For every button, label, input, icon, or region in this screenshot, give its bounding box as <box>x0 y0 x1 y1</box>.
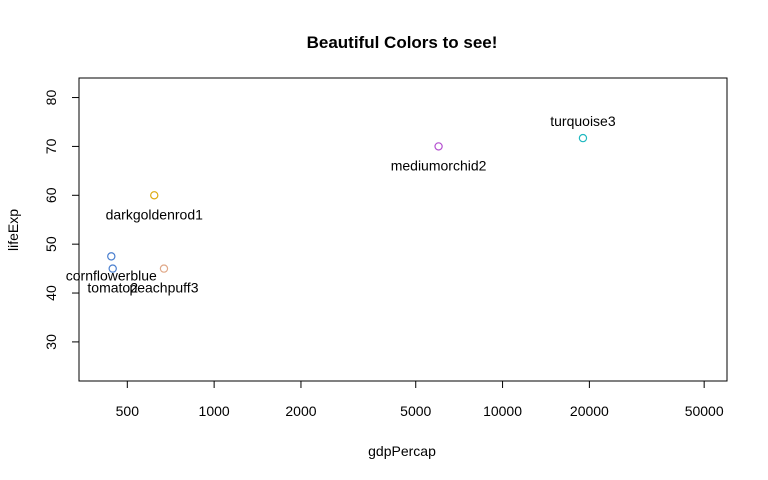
point-label: cornflowerblue <box>66 267 157 283</box>
y-tick-label: 70 <box>43 138 59 154</box>
x-tick-label: 2000 <box>285 403 316 419</box>
x-tick-label: 5000 <box>400 403 431 419</box>
y-tick-label: 80 <box>43 90 59 106</box>
y-tick-label: 50 <box>43 236 59 252</box>
x-axis-label: gdpPercap <box>368 443 436 459</box>
data-point <box>578 133 588 143</box>
data-point <box>159 264 169 273</box>
plot-frame <box>78 77 728 382</box>
data-point <box>108 264 117 273</box>
point-label: turquoise3 <box>550 113 616 129</box>
x-tick-label: 10000 <box>483 403 522 419</box>
x-tick-label: 500 <box>116 403 140 419</box>
chart-title: Beautiful Colors to see! <box>307 33 498 52</box>
point-label: peachpuff3 <box>129 280 198 296</box>
data-point <box>150 191 159 200</box>
point-label: darkgoldenrod1 <box>106 206 204 222</box>
point-label: mediumorchid2 <box>391 157 487 173</box>
y-axis-label: lifeExp <box>5 209 21 251</box>
x-tick-label: 20000 <box>570 403 609 419</box>
point-label: tomato2 <box>87 280 138 296</box>
y-tick-label: 60 <box>43 187 59 203</box>
x-tick-label: 50000 <box>685 403 724 419</box>
y-axis: 30 40 50 60 70 80 <box>43 90 80 350</box>
x-axis: 500 1000 2000 5000 10000 20000 50000 <box>116 380 724 419</box>
y-tick-label: 40 <box>43 285 59 301</box>
data-point <box>107 252 116 261</box>
y-tick-label: 30 <box>43 334 59 350</box>
x-tick-label: 1000 <box>199 403 230 419</box>
data-point <box>434 142 443 151</box>
